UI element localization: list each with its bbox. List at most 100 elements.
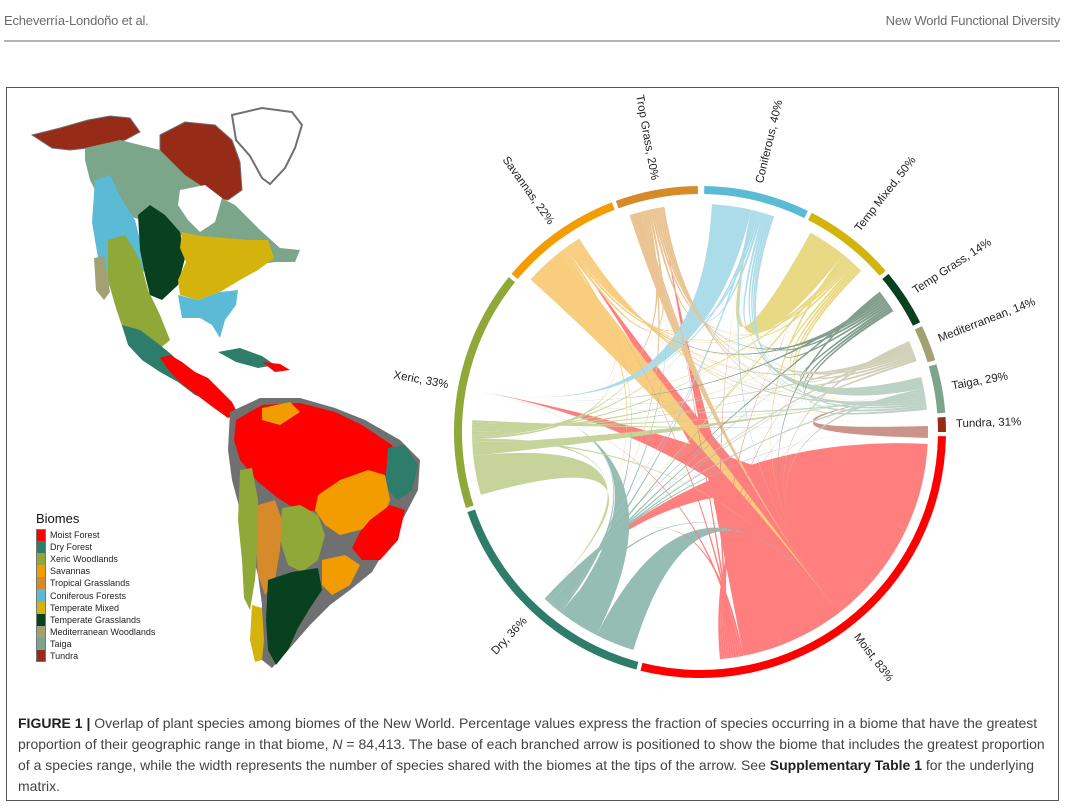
chord-ribbon	[742, 210, 915, 375]
sector-label: Coniferous, 40%	[754, 99, 786, 184]
chord-ribbon	[473, 452, 610, 599]
header-rule	[4, 40, 1060, 42]
legend-label: Savannas	[50, 566, 91, 577]
biome-map	[30, 106, 420, 668]
running-head-authors: Echeverría-Londoño et al.	[4, 13, 149, 28]
running-head-title: New World Functional Diversity	[885, 13, 1061, 28]
legend-label: Xeric Woodlands	[50, 554, 118, 565]
sector-arc-mediterranean	[914, 326, 936, 363]
chord-ribbon	[770, 254, 846, 613]
caption-text-3: for the underlying matrix.	[18, 757, 1035, 794]
legend-label: Temperate Mixed	[50, 602, 120, 613]
legend-item: Taiga	[36, 637, 155, 650]
map-hudson-bay	[178, 185, 222, 232]
chord-ribbon	[475, 390, 630, 636]
map-patagonia-grass	[266, 568, 322, 665]
figure-frame	[6, 87, 1059, 801]
legend-item: Savannas	[36, 565, 155, 578]
sector-arc-coniferous	[704, 186, 808, 219]
chord-ribbon	[650, 208, 754, 321]
sector-label: Dry, 36%	[489, 615, 529, 657]
chord-ribbon	[560, 522, 839, 615]
map-pampa-savanna	[322, 555, 360, 595]
legend-swatch	[36, 613, 46, 626]
map-xeric-west	[108, 235, 170, 350]
sector-label: Mediterranean, 14%	[936, 296, 1037, 345]
legend-swatch	[36, 541, 46, 554]
map-alaska-tundra	[30, 115, 141, 151]
chord-ribbon	[785, 264, 891, 361]
sector-label: Tundra, 31%	[956, 416, 1022, 430]
chord-ribbon	[544, 443, 928, 599]
caption-text-1: Overlap of plant species among biomes of…	[18, 715, 1038, 752]
map-mediterranean	[94, 256, 110, 300]
figure-label: FIGURE 1 |	[18, 715, 91, 731]
legend-item: Coniferous Forests	[36, 589, 155, 602]
map-puna-tropgrass	[256, 500, 282, 595]
legend-item: Temperate Grasslands	[36, 613, 155, 626]
chord-diagram: Moist, 83% Dry, 36% Xeric, 33% Savannas, 22…	[393, 94, 1038, 684]
legend-label: Coniferous Forests	[50, 590, 127, 601]
legend-swatch	[36, 601, 46, 614]
chord-ribbon	[475, 257, 849, 399]
chord-ribbon	[472, 207, 666, 437]
legend-label: Temperate Grasslands	[50, 614, 141, 625]
legend-swatch	[36, 553, 46, 566]
map-atlantic-moist	[352, 505, 405, 560]
chord-ribbon	[475, 204, 752, 397]
legend-item: Tropical Grasslands	[36, 577, 155, 590]
map-chaco-xeric	[280, 505, 325, 572]
sector-arc-trop-grass	[615, 186, 698, 209]
legend-item: Temperate Mixed	[36, 601, 155, 614]
legend-label: Dry Forest	[50, 542, 93, 553]
caption-supplementary-link[interactable]: Supplementary Table 1	[769, 757, 922, 773]
legend-item: Mediterranean Woodlands	[36, 625, 155, 638]
map-chile-mixed	[250, 605, 264, 662]
map-coniferous-se	[178, 290, 238, 338]
chord-ring	[454, 186, 946, 678]
sector-label: Moist, 83%	[851, 631, 895, 683]
sector-label: Temp Mixed, 50%	[853, 155, 919, 234]
legend-item: Dry Forest	[36, 541, 155, 554]
chord-ribbon	[559, 250, 839, 613]
legend-swatch	[36, 649, 46, 663]
legend-swatch	[36, 565, 46, 578]
sector-label: Temp Grass, 14%	[911, 237, 994, 297]
legend-swatch	[36, 529, 46, 542]
chord-ribbon	[813, 391, 928, 438]
map-temp-mixed	[178, 232, 274, 300]
map-cerrado-savanna	[315, 470, 390, 535]
map-llanos-savanna	[262, 402, 300, 425]
map-temp-grass-na	[138, 205, 185, 300]
legend-title: Biomes	[36, 511, 80, 526]
chord-ribbon	[659, 207, 737, 658]
sector-arc-tundra	[937, 416, 946, 432]
chord-ribbon	[596, 527, 839, 651]
map-moist-central-america	[160, 355, 238, 418]
legend-label: Tundra	[50, 650, 79, 661]
legend-item: Tundra	[36, 649, 155, 663]
map-andes-xeric	[238, 468, 258, 610]
sector-arc-xeric	[454, 277, 516, 509]
sector-arc-savannas	[511, 202, 615, 280]
map-caribbean-moist	[262, 362, 290, 372]
chord-ribbons	[472, 204, 928, 660]
caption-text-2: = 84,413. The base of each branched arro…	[18, 736, 1045, 773]
legend-item: Moist Forest	[36, 529, 155, 542]
chord-ribbon	[629, 211, 839, 613]
chord-ribbon	[735, 210, 844, 334]
legend-swatch	[36, 577, 46, 590]
sector-label: Xeric, 33%	[393, 369, 450, 391]
sector-arc-temp-grass	[882, 273, 921, 326]
legend-swatch	[36, 637, 46, 650]
chord-ribbon	[475, 390, 907, 599]
legend-label: Taiga	[50, 638, 72, 649]
legend-label: Tropical Grasslands	[50, 578, 130, 589]
chord-ribbon	[472, 391, 925, 456]
legend-swatch	[36, 589, 46, 602]
legend-item: Xeric Woodlands	[36, 553, 155, 566]
map-caribbean	[218, 348, 275, 368]
chord-ribbon	[801, 306, 916, 386]
legend-list: Moist Forest Dry Forest Xeric Woodlands Sav…	[36, 529, 155, 663]
